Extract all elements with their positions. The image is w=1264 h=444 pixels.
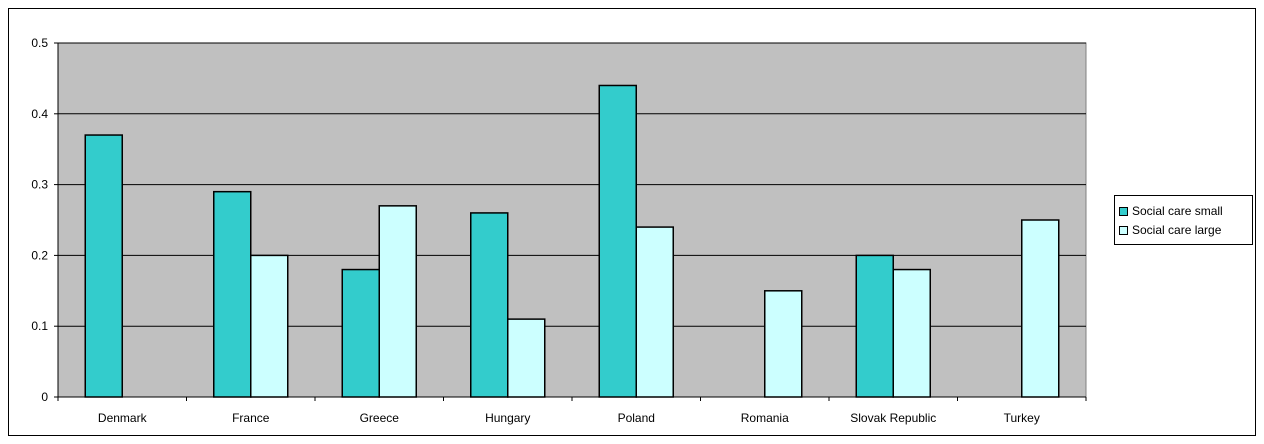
y-tick-label: 0.5	[31, 36, 48, 50]
y-tick-label: 0.1	[31, 319, 48, 333]
legend-label-series-1: Social care large	[1132, 223, 1222, 237]
bar-slovak-republic-series-0	[855, 254, 894, 398]
bar-hungary-series-0	[470, 212, 509, 398]
legend-item-series-1: Social care large	[1119, 221, 1221, 239]
plot-area	[57, 42, 1087, 398]
x-tick-label: Hungary	[485, 411, 530, 425]
legend-label-series-0: Social care small	[1132, 204, 1223, 218]
bar-turkey-series-1	[1021, 219, 1060, 398]
x-tick-label: Poland	[618, 411, 655, 425]
bar-greece-series-1	[378, 205, 417, 398]
y-tick-label: 0	[41, 390, 48, 404]
bars	[84, 84, 1060, 398]
x-tick-label: Turkey	[1004, 411, 1040, 425]
legend-item-series-0: Social care small	[1119, 202, 1223, 220]
y-axis-ticks: 0 0.1 0.2 0.3 0.4 0.5	[31, 36, 58, 404]
x-tick-label: Greece	[360, 411, 400, 425]
bar-france-series-1	[250, 254, 289, 398]
legend-swatch-series-0	[1119, 206, 1128, 216]
x-tick-label: France	[232, 411, 270, 425]
y-tick-label: 0.3	[31, 178, 48, 192]
bar-denmark-series-0	[84, 134, 123, 398]
x-tick-label: Romania	[741, 411, 789, 425]
bar-hungary-series-1	[507, 318, 546, 398]
legend: Social care small Social care large	[1114, 195, 1253, 245]
bar-romania-series-1	[764, 290, 803, 398]
x-tick-label: Denmark	[98, 411, 148, 425]
legend-swatch-series-1	[1119, 225, 1128, 235]
bar-poland-series-1	[635, 226, 674, 398]
x-tick-label: Slovak Republic	[850, 411, 936, 425]
bar-france-series-0	[213, 190, 252, 398]
y-tick-label: 0.2	[31, 248, 48, 262]
x-axis-ticks: Denmark France Greece Hungary Poland Romania S…	[57, 397, 1087, 425]
bar-greece-series-0	[341, 268, 380, 398]
y-tick-label: 0.4	[31, 107, 48, 121]
bar-slovak-republic-series-1	[892, 268, 931, 398]
bar-poland-series-0	[598, 84, 637, 398]
